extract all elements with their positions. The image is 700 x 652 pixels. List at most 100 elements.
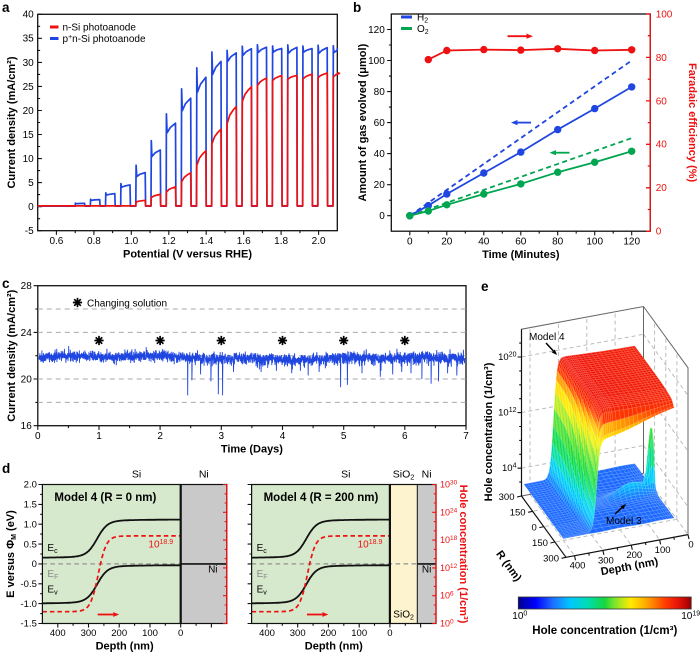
svg-text:Time (Minutes): Time (Minutes) [482, 249, 560, 261]
svg-text:40: 40 [23, 10, 35, 21]
svg-text:0: 0 [387, 628, 392, 639]
svg-text:SiO2: SiO2 [393, 610, 414, 622]
svg-text:1.6: 1.6 [237, 236, 251, 247]
svg-text:1.8: 1.8 [274, 236, 288, 247]
svg-text:1024: 1024 [440, 507, 458, 517]
svg-text:2.0: 2.0 [312, 236, 326, 247]
svg-text:200: 200 [320, 628, 336, 639]
svg-text:300: 300 [499, 492, 515, 503]
svg-text:25: 25 [23, 82, 35, 93]
svg-text:b: b [353, 0, 361, 15]
svg-text:Model 4 (R = 200 nm): Model 4 (R = 200 nm) [264, 492, 379, 504]
svg-text:Changing solution: Changing solution [87, 299, 167, 310]
svg-text:1020: 1020 [498, 352, 516, 364]
svg-text:0.5: 0.5 [24, 539, 37, 550]
svg-text:Ec: Ec [47, 543, 58, 555]
svg-text:0: 0 [28, 202, 34, 213]
svg-text:Hole concentration (1/cm³): Hole concentration (1/cm³) [457, 485, 469, 624]
svg-text:0: 0 [32, 559, 37, 570]
svg-text:80: 80 [656, 53, 668, 64]
svg-text:60: 60 [656, 96, 668, 107]
svg-text:200: 200 [111, 628, 127, 639]
svg-text:150: 150 [510, 507, 526, 518]
svg-text:100: 100 [368, 56, 385, 67]
svg-text:Ni: Ni [208, 565, 217, 576]
svg-text:SiO2: SiO2 [393, 469, 415, 482]
svg-text:Ev: Ev [257, 585, 268, 597]
svg-text:1012: 1012 [440, 563, 458, 573]
svg-text:-5: -5 [25, 226, 34, 237]
svg-text:1.2: 1.2 [162, 236, 176, 247]
svg-text:EF: EF [47, 569, 58, 581]
svg-text:Depth (nm): Depth (nm) [305, 641, 363, 652]
svg-text:200: 200 [626, 550, 642, 561]
svg-text:100: 100 [512, 611, 527, 623]
svg-text:120: 120 [623, 237, 640, 248]
svg-text:Ni: Ni [422, 469, 432, 481]
svg-text:300: 300 [543, 553, 559, 564]
svg-text:100: 100 [655, 545, 671, 556]
svg-text:0: 0 [532, 523, 537, 534]
svg-text:300: 300 [81, 628, 97, 639]
svg-text:2: 2 [157, 431, 163, 442]
svg-text:5: 5 [28, 178, 34, 189]
svg-text:Model 3: Model 3 [606, 516, 642, 527]
svg-text:1.0: 1.0 [124, 236, 138, 247]
svg-text:3: 3 [219, 431, 225, 442]
svg-text:1: 1 [96, 431, 102, 442]
svg-text:400: 400 [259, 628, 275, 639]
svg-text:60: 60 [374, 118, 386, 129]
svg-text:100: 100 [656, 9, 673, 20]
svg-text:28: 28 [21, 281, 33, 292]
svg-text:Depth (nm): Depth (nm) [96, 641, 154, 652]
svg-text:1018: 1018 [440, 535, 458, 545]
svg-text:0: 0 [35, 431, 41, 442]
svg-text:Current density (mA/cm²): Current density (mA/cm²) [6, 289, 18, 421]
svg-text:400: 400 [570, 561, 586, 572]
svg-text:1018.9: 1018.9 [358, 539, 383, 551]
svg-text:100: 100 [586, 237, 603, 248]
svg-text:Model 4 (R = 0 nm): Model 4 (R = 0 nm) [54, 492, 156, 504]
svg-text:0: 0 [178, 628, 183, 639]
svg-text:Time (Days): Time (Days) [221, 444, 283, 456]
svg-text:80: 80 [552, 237, 564, 248]
svg-text:100: 100 [440, 619, 454, 629]
svg-text:15: 15 [23, 130, 35, 141]
svg-text:Model 4: Model 4 [529, 332, 565, 343]
svg-text:Hole concentration (1/cm³): Hole concentration (1/cm³) [483, 362, 495, 501]
svg-text:1019: 1019 [681, 611, 700, 623]
svg-text:2.0: 2.0 [24, 480, 37, 491]
svg-text:1.0: 1.0 [24, 519, 37, 530]
svg-text:H2: H2 [417, 13, 428, 25]
svg-text:1012: 1012 [498, 407, 516, 419]
svg-text:20: 20 [656, 183, 668, 194]
svg-text:Amount of gas evolved (μmol): Amount of gas evolved (μmol) [357, 43, 369, 201]
svg-text:-1.0: -1.0 [21, 599, 37, 610]
svg-text:Si: Si [132, 469, 141, 481]
svg-text:24: 24 [21, 328, 33, 339]
svg-text:40: 40 [478, 237, 490, 248]
svg-text:Potential (V versus RHE): Potential (V versus RHE) [123, 249, 252, 261]
svg-text:40: 40 [656, 140, 668, 151]
svg-text:Ni: Ni [422, 565, 431, 576]
svg-text:Ec: Ec [257, 543, 268, 555]
svg-text:Ni: Ni [199, 469, 209, 481]
svg-text:400: 400 [50, 628, 66, 639]
svg-text:Current density (mA/cm²): Current density (mA/cm²) [6, 56, 18, 188]
svg-text:60: 60 [515, 237, 527, 248]
svg-text:20: 20 [374, 180, 386, 191]
svg-text:300: 300 [598, 555, 614, 566]
svg-text:Faradaic efficiency (%): Faradaic efficiency (%) [686, 63, 698, 183]
svg-text:80: 80 [374, 87, 386, 98]
svg-text:35: 35 [23, 34, 35, 45]
svg-text:0: 0 [407, 237, 413, 248]
svg-text:-1.5: -1.5 [21, 619, 37, 630]
svg-text:104: 104 [502, 463, 517, 475]
svg-text:4: 4 [280, 431, 286, 442]
svg-text:0.6: 0.6 [49, 236, 63, 247]
svg-text:0.8: 0.8 [87, 236, 101, 247]
svg-text:20: 20 [21, 374, 33, 385]
svg-text:-0.5: -0.5 [21, 579, 37, 590]
svg-text:O2: O2 [417, 24, 429, 36]
svg-text:16: 16 [21, 421, 33, 432]
